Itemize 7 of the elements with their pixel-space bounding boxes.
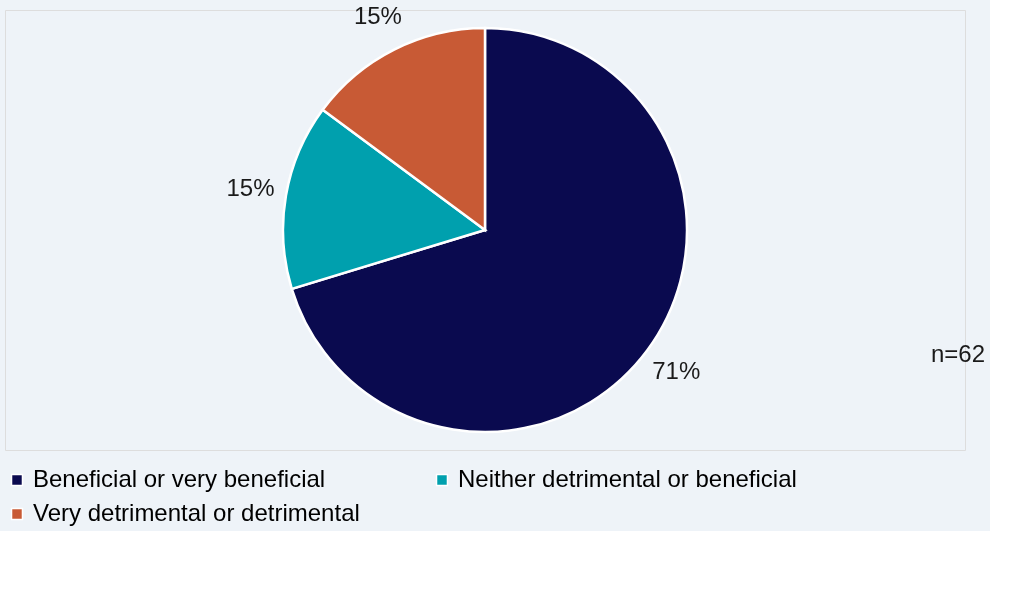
- data-label: 15%: [226, 174, 275, 202]
- legend-label: Neither detrimental or beneficial: [458, 465, 797, 492]
- data-label: 15%: [353, 2, 402, 30]
- text: n=62: [930, 340, 985, 367]
- legend-label: Very detrimental or detrimental: [33, 499, 360, 526]
- legend-label: Beneficial or very beneficial: [33, 465, 326, 492]
- data-label: 71%: [652, 356, 701, 384]
